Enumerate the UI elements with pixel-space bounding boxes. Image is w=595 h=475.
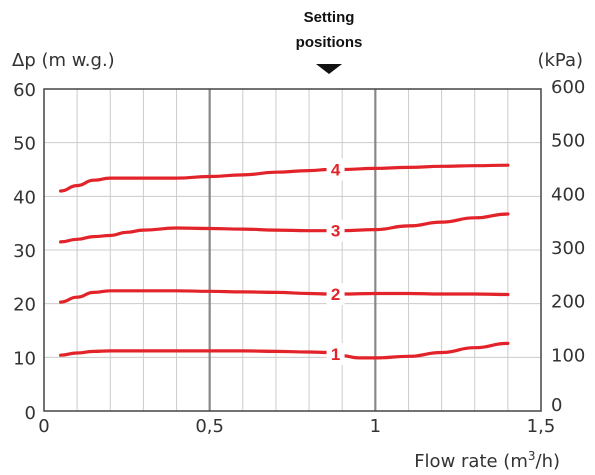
y-left-tick-label: 60 bbox=[13, 80, 36, 101]
x-axis-label: Flow rate (m3/h) bbox=[414, 449, 560, 472]
curve-1 bbox=[59, 341, 510, 360]
y-left-tick-label: 40 bbox=[13, 187, 36, 208]
curve-label-2: 2 bbox=[331, 285, 340, 304]
y-left-axis-label: Δp (m w.g.) bbox=[12, 50, 115, 71]
curve-label-1: 1 bbox=[331, 345, 340, 364]
minor-grid bbox=[44, 89, 541, 411]
y-right-tick-label: 0 bbox=[551, 395, 562, 416]
curve-3 bbox=[59, 212, 510, 244]
y-left-tick-label: 0 bbox=[25, 403, 36, 424]
y-right-tick-label: 300 bbox=[551, 238, 585, 259]
annotation-positions: positions bbox=[296, 34, 363, 51]
x-tick-label: 1 bbox=[370, 416, 381, 437]
x-tick-label: 0 bbox=[38, 416, 49, 437]
annotation-setting: Setting bbox=[304, 9, 355, 26]
x-tick-label: 1,5 bbox=[527, 416, 556, 437]
curve-label-bg bbox=[326, 283, 345, 306]
setting-positions-arrow-icon bbox=[316, 64, 342, 74]
y-right-tick-label: 400 bbox=[551, 184, 585, 205]
curve-label-bg bbox=[326, 158, 345, 181]
plot-frame bbox=[43, 88, 542, 412]
curve-labels: 1 2 3 4 bbox=[326, 158, 345, 366]
curve-label-4: 4 bbox=[331, 161, 341, 180]
curves bbox=[59, 163, 510, 360]
y-left-tick-label: 50 bbox=[13, 134, 36, 155]
y-right-axis-label: (kPa) bbox=[537, 50, 583, 71]
curve-label-bg bbox=[326, 343, 345, 366]
curve-4 bbox=[59, 163, 510, 193]
curve-label-bg bbox=[326, 219, 345, 242]
y-right-tick-labels: 0 100 200 300 400 500 600 bbox=[551, 77, 585, 416]
curve-2 bbox=[59, 289, 510, 304]
y-left-tick-label: 30 bbox=[13, 241, 36, 262]
y-right-tick-label: 600 bbox=[551, 77, 585, 98]
x-tick-labels: 0 0,5 1 1,5 bbox=[38, 416, 555, 437]
y-left-tick-label: 10 bbox=[13, 348, 36, 369]
y-right-tick-label: 500 bbox=[551, 131, 585, 152]
y-right-tick-label: 200 bbox=[551, 292, 585, 313]
curve-label-3: 3 bbox=[331, 222, 340, 241]
y-left-tick-labels: 0 10 20 30 40 50 60 bbox=[13, 80, 36, 424]
x-tick-label: 0,5 bbox=[195, 416, 224, 437]
y-right-tick-label: 100 bbox=[551, 345, 585, 366]
y-left-tick-label: 20 bbox=[13, 295, 36, 316]
